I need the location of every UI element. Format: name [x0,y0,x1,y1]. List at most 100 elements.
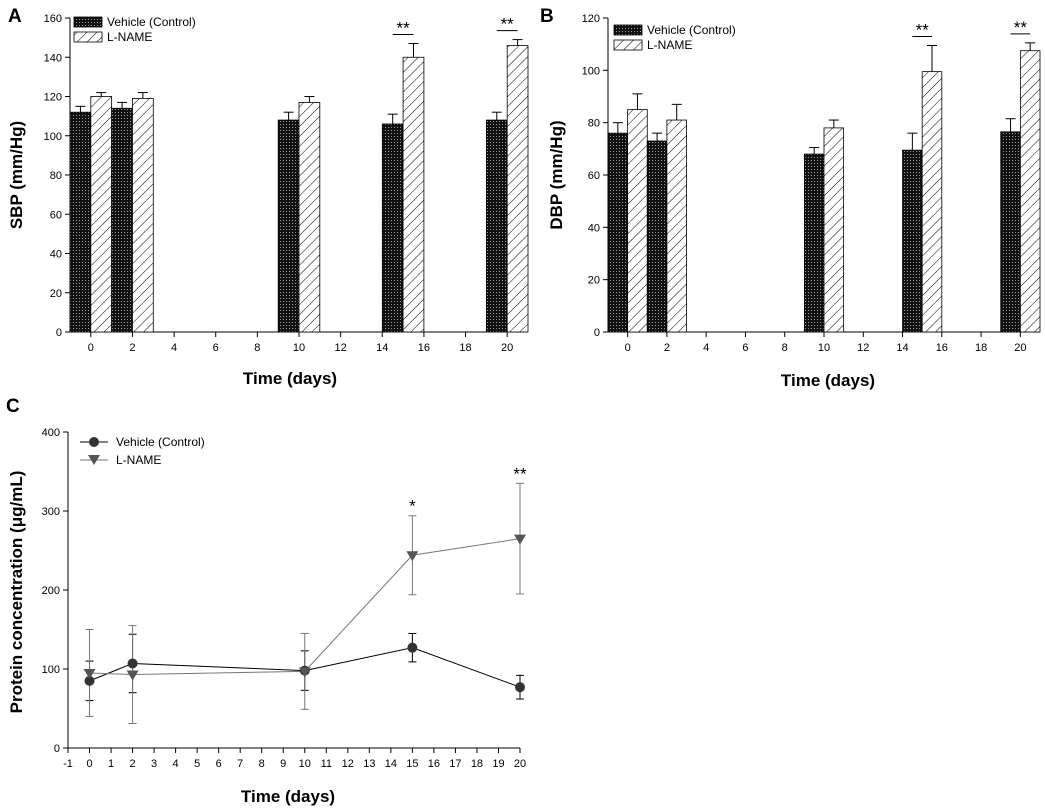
x-tick-label: 12 [335,342,347,354]
x-tick-label: 0 [88,342,94,354]
y-tick-label: 0 [594,327,600,339]
x-tick-label: 6 [216,758,222,770]
x-tick-label: 20 [514,758,526,770]
bar-lname [921,71,943,333]
y-tick-label: 400 [42,427,60,439]
bar-lname [627,109,648,333]
y-tick-label: 40 [50,249,62,261]
x-tick-label: 15 [406,758,418,770]
x-tick-label: 10 [818,342,830,354]
legend-lname-label: L-NAME [116,453,161,467]
y-tick-label: 120 [44,92,62,104]
x-tick-label: 14 [385,758,397,770]
y-tick-label: 20 [588,275,600,287]
panel-b-chart: B DBP (mm/Hg) Time (days) Vehicle (Contr… [540,6,1041,390]
x-tick-label: 17 [449,758,461,770]
x-tick-label: 18 [975,342,987,354]
significance-marker: ** [501,15,515,34]
y-tick-label: 60 [588,170,600,182]
x-tick-label: 16 [428,758,440,770]
panel-b-legend: Vehicle (Control) L-NAME [613,23,736,52]
x-tick-label: 1 [108,758,114,770]
data-point-control [84,675,95,686]
x-tick-label: 5 [194,758,200,770]
bar-control [277,119,300,333]
y-tick-label: 20 [50,288,62,300]
x-tick-label: 2 [664,342,670,354]
legend-lname-swatch [73,31,103,43]
x-tick-label: 8 [259,758,265,770]
legend-control-label: Vehicle (Control) [647,23,736,37]
x-tick-label: 2 [130,758,136,770]
x-tick-label: 14 [376,342,388,354]
x-tick-label: 20 [501,342,513,354]
significance-marker: ** [916,20,930,39]
y-tick-label: 100 [582,65,600,77]
bar-control [902,149,923,333]
panel-a-label: A [8,6,22,27]
y-tick-label: 160 [44,13,62,25]
panel-c-ylabel: Protein concentration (μg/mL) [7,471,26,714]
bar-lname [402,56,425,333]
x-tick-label: 7 [237,758,243,770]
bar-lname [90,96,113,333]
x-tick-label: 10 [293,342,305,354]
y-tick-label: 300 [42,506,60,518]
panel-b-ylabel: DBP (mm/Hg) [547,120,566,229]
panel-c-chart: C Protein concentration (μg/mL) Time (da… [6,396,527,806]
y-tick-label: 140 [44,52,62,64]
legend-control-swatch [613,24,643,36]
bar-lname [666,119,687,333]
x-tick-label: 19 [492,758,504,770]
x-tick-label: 0 [625,342,631,354]
x-tick-label: 20 [1014,342,1026,354]
panel-b-label: B [540,6,554,27]
panel-c-legend: Vehicle (Control) L-NAME [80,435,205,467]
panel-b-xlabel: Time (days) [781,371,875,390]
y-tick-label: 0 [54,743,60,755]
data-point-lname [406,551,419,562]
x-tick-label: 18 [471,758,483,770]
legend-control-marker [89,437,99,447]
x-tick-label: 8 [782,342,788,354]
y-tick-label: 200 [42,585,60,597]
x-tick-label: 16 [418,342,430,354]
data-point-lname [514,534,526,545]
bar-control [381,123,404,333]
data-point-lname [298,667,311,678]
significance-marker: ** [396,19,410,38]
panel-a-xlabel: Time (days) [243,369,337,388]
bar-lname [823,127,845,333]
legend-control-label: Vehicle (Control) [116,435,205,449]
x-tick-label: 4 [703,342,709,354]
x-tick-label: 9 [280,758,286,770]
x-tick-label: 10 [299,758,311,770]
bar-control [1000,131,1021,333]
panel-c-xlabel: Time (days) [241,787,335,806]
bar-control [111,107,133,333]
y-tick-label: 40 [588,222,600,234]
y-tick-label: 80 [50,170,62,182]
legend-lname-label: L-NAME [107,30,152,44]
legend-lname-swatch [613,39,643,51]
panel-a-ylabel: SBP (mm/Hg) [7,121,26,229]
significance-marker: ** [1014,18,1028,37]
significance-marker: ** [513,464,527,483]
x-tick-label: 16 [936,342,948,354]
bar-lname [506,45,529,333]
y-tick-label: 80 [588,118,600,130]
x-tick-label: 18 [459,342,471,354]
bar-control [607,132,629,333]
x-tick-label: 0 [86,758,92,770]
bar-control [69,111,92,333]
legend-lname-label: L-NAME [647,38,692,52]
x-tick-label: 4 [173,758,179,770]
y-tick-label: 120 [582,13,600,25]
x-tick-label: 13 [363,758,375,770]
x-tick-label: 8 [254,342,260,354]
bar-lname [298,101,321,333]
panel-c-label: C [6,396,20,417]
bar-control [646,140,668,333]
data-point-control [407,642,418,653]
